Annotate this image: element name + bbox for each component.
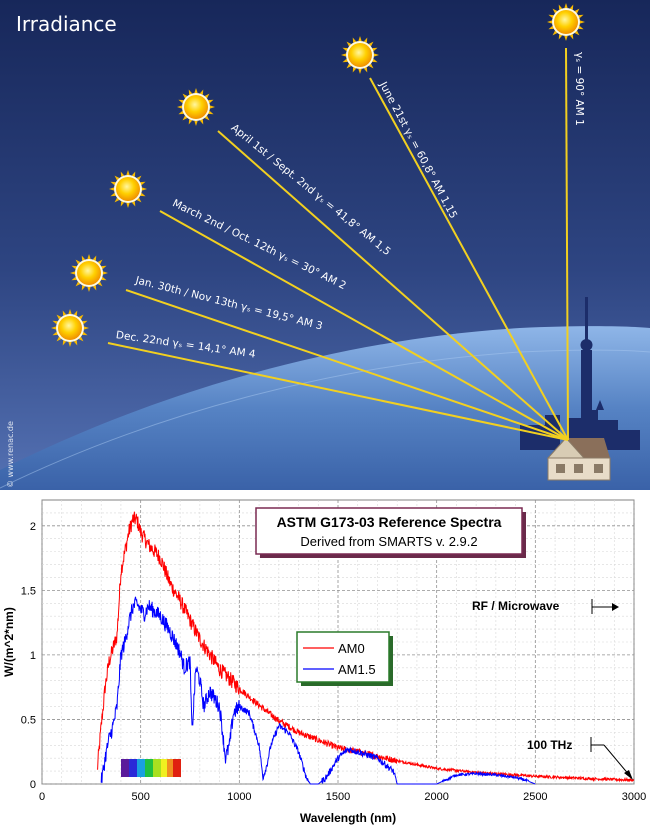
y-tick-label: 1 bbox=[30, 650, 36, 662]
sun-ray-line bbox=[125, 289, 569, 441]
x-axis-label: Wavelength (nm) bbox=[300, 811, 396, 825]
sun-ray-line bbox=[565, 47, 569, 441]
x-tick-label: 500 bbox=[131, 791, 149, 803]
sun-icon bbox=[177, 88, 215, 126]
title-box-frame bbox=[255, 507, 523, 555]
chart-svg: 0 500 1000 1500 2000 2500 3000 0 0.5 1 1.5 2 Wavel… bbox=[2, 499, 646, 825]
y-tick-label: 2 bbox=[30, 521, 36, 533]
x-tick-label: 1500 bbox=[326, 791, 350, 803]
house-icon bbox=[546, 437, 611, 481]
ray-label: γₛ = 90° AM 1 bbox=[573, 52, 585, 126]
irradiance-scene: Dec. 22nd γₛ = 14,1° AM 4 Jan. 30th / Nov… bbox=[0, 0, 650, 490]
sun-icon bbox=[547, 3, 585, 41]
thz-arrow-line bbox=[603, 744, 631, 777]
legend-label-am15: AM1.5 bbox=[338, 662, 376, 677]
y-tick-label: 1.5 bbox=[21, 585, 36, 597]
y-axis-label: W/(m^2*nm) bbox=[2, 607, 16, 677]
chart-title: ASTM G173-03 Reference Spectra bbox=[277, 514, 502, 530]
sun-rays bbox=[107, 47, 569, 441]
spectra-chart: 0 500 1000 1500 2000 2500 3000 0 0.5 1 1.5 2 Wavel… bbox=[0, 490, 650, 829]
series-am0-line bbox=[96, 511, 635, 783]
rf-arrow-head bbox=[612, 603, 619, 611]
horizon-highlight bbox=[0, 349, 650, 489]
earth-horizon bbox=[0, 326, 650, 490]
y-tick-label: 0 bbox=[30, 779, 36, 791]
x-tick-labels: 0 500 1000 1500 2000 2500 3000 bbox=[39, 791, 646, 803]
y-tick-label: 0.5 bbox=[21, 714, 36, 726]
sun-icon bbox=[341, 36, 379, 74]
thz-annotation: 100 THz bbox=[527, 737, 633, 780]
annotation-rf-microwave: RF / Microwave bbox=[472, 599, 560, 613]
legend-frame bbox=[296, 631, 390, 683]
annotation-100-thz: 100 THz bbox=[527, 738, 572, 752]
chart-subtitle: Derived from SMARTS v. 2.9.2 bbox=[300, 534, 477, 549]
sun-ray-line bbox=[217, 130, 569, 441]
sun-ray-line bbox=[369, 77, 569, 441]
rf-microwave-annotation: RF / Microwave bbox=[472, 599, 619, 614]
y-tick-labels: 0 0.5 1 1.5 2 bbox=[21, 521, 36, 791]
x-tick-label: 2000 bbox=[424, 791, 448, 803]
sun-icon bbox=[109, 170, 147, 208]
x-tick-label: 3000 bbox=[622, 791, 646, 803]
x-tick-label: 2500 bbox=[523, 791, 547, 803]
sun-ray-line bbox=[159, 210, 569, 441]
copyright-credit: © www.renac.de bbox=[6, 421, 15, 488]
sun-icon bbox=[70, 254, 108, 292]
series-lines bbox=[96, 511, 635, 785]
sun-icon bbox=[51, 309, 89, 347]
legend-label-am0: AM0 bbox=[338, 641, 365, 656]
series-am15-line bbox=[100, 596, 536, 785]
legend: AM0 AM1.5 bbox=[296, 631, 393, 686]
x-tick-label: 1000 bbox=[227, 791, 251, 803]
thz-arrow-head bbox=[624, 770, 633, 780]
sun-icons bbox=[51, 3, 585, 347]
visible-spectrum-band bbox=[121, 759, 181, 777]
sun-ray-line bbox=[107, 342, 569, 441]
title-box: ASTM G173-03 Reference Spectra Derived f… bbox=[255, 507, 526, 558]
x-tick-label: 0 bbox=[39, 791, 45, 803]
scene-title: Irradiance bbox=[16, 12, 117, 36]
